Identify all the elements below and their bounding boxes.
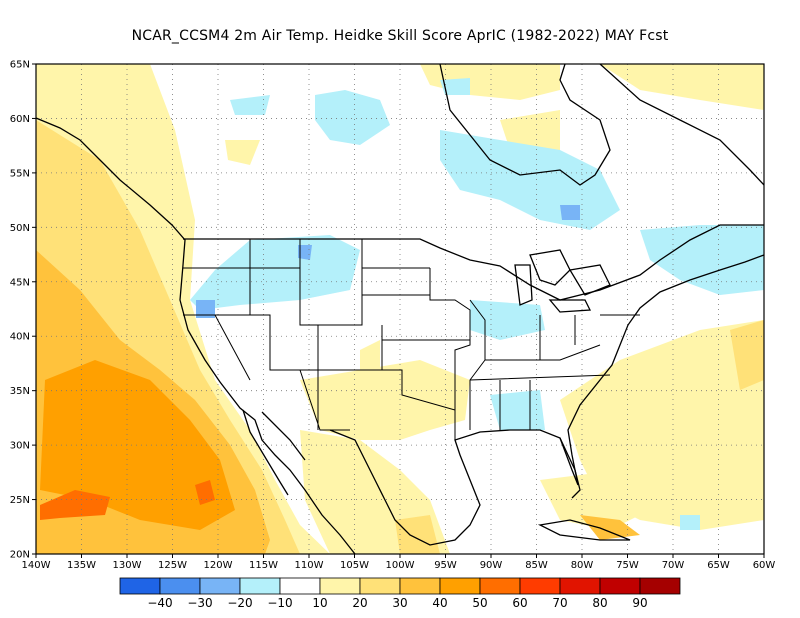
- colorbar-label: 20: [352, 596, 367, 610]
- map-title: NCAR_CCSM4 2m Air Temp. Heidke Skill Sco…: [131, 28, 669, 44]
- colorbar-swatch: [199, 577, 241, 595]
- lon-tick-label: 120W: [204, 560, 233, 571]
- colorbar-label: 10: [312, 596, 327, 610]
- lon-tick-label: 100W: [386, 560, 415, 571]
- lat-tick-label: 55N: [10, 168, 30, 179]
- colorbar-swatch: [159, 577, 201, 595]
- lat-tick-label: 45N: [10, 277, 30, 288]
- colorbar-label: 70: [552, 596, 567, 610]
- colorbar-swatch: [239, 577, 281, 595]
- colorbar-label: 60: [512, 596, 527, 610]
- colorbar: −40 −30 −20 −10 10 20 30 40 50 60 70 80 90: [119, 577, 681, 610]
- colorbar-label: 90: [632, 596, 647, 610]
- lon-tick-label: 95W: [434, 560, 457, 571]
- lat-tick-label: 30N: [10, 441, 30, 452]
- lon-tick-label: 125W: [158, 560, 187, 571]
- lat-tick-label: 20N: [10, 550, 30, 561]
- colorbar-swatch: [319, 577, 361, 595]
- lon-tick-label: 60W: [753, 560, 776, 571]
- state-boundaries: [183, 239, 640, 440]
- colorbar-swatch: [639, 577, 681, 595]
- latitude-axis: 20N 25N 30N 35N 40N 45N 50N 55N 60N 65N: [10, 60, 36, 561]
- colorbar-label: 30: [392, 596, 407, 610]
- colorbar-swatch: [439, 577, 481, 595]
- colorbar-swatch: [359, 577, 401, 595]
- colorbar-swatch: [479, 577, 521, 595]
- colorbar-swatch: [559, 577, 601, 595]
- lon-tick-label: 90W: [480, 560, 503, 571]
- lon-tick-label: 130W: [113, 560, 142, 571]
- lon-tick-label: 70W: [662, 560, 685, 571]
- lat-tick-label: 50N: [10, 223, 30, 234]
- lat-tick-label: 35N: [10, 386, 30, 397]
- lat-lon-grid: [36, 64, 764, 554]
- colorbar-swatch: [119, 577, 161, 595]
- lon-tick-label: 105W: [340, 560, 369, 571]
- lon-tick-label: 135W: [67, 560, 96, 571]
- lat-tick-label: 25N: [10, 495, 30, 506]
- colorbar-swatch: [599, 577, 641, 595]
- colorbar-label: 40: [432, 596, 447, 610]
- lon-tick-label: 115W: [249, 560, 278, 571]
- lon-tick-label: 75W: [616, 560, 639, 571]
- lat-tick-label: 65N: [10, 60, 30, 71]
- colorbar-label: 80: [592, 596, 607, 610]
- lon-tick-label: 80W: [571, 560, 594, 571]
- lat-tick-label: 40N: [10, 332, 30, 343]
- map-plot-area: [36, 64, 764, 554]
- lon-tick-label: 140W: [22, 560, 51, 571]
- colorbar-swatch: [399, 577, 441, 595]
- colorbar-label: 50: [472, 596, 487, 610]
- longitude-axis: 140W 135W 130W 125W 120W 115W 110W 105W 100W 95W 9…: [22, 554, 776, 571]
- lon-tick-label: 65W: [707, 560, 730, 571]
- lon-tick-label: 110W: [295, 560, 324, 571]
- colorbar-label: −30: [187, 596, 212, 610]
- colorbar-swatch: [279, 577, 321, 595]
- colorbar-label: −40: [147, 596, 172, 610]
- colorbar-label: −10: [267, 596, 292, 610]
- coastlines-and-borders: [36, 64, 764, 554]
- lat-tick-label: 60N: [10, 114, 30, 125]
- lon-tick-label: 85W: [525, 560, 548, 571]
- colorbar-swatch: [519, 577, 561, 595]
- colorbar-label: −20: [227, 596, 252, 610]
